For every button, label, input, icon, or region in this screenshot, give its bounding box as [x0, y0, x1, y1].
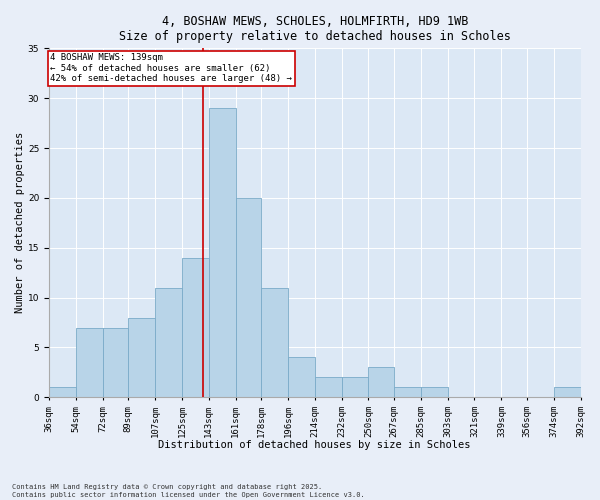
Bar — [554, 388, 581, 398]
Bar — [103, 328, 128, 398]
Y-axis label: Number of detached properties: Number of detached properties — [15, 132, 25, 314]
Bar — [76, 328, 103, 398]
Bar — [394, 388, 421, 398]
Title: 4, BOSHAW MEWS, SCHOLES, HOLMFIRTH, HD9 1WB
Size of property relative to detache: 4, BOSHAW MEWS, SCHOLES, HOLMFIRTH, HD9 … — [119, 15, 511, 43]
Bar — [236, 198, 261, 398]
Bar — [155, 288, 182, 398]
Bar — [182, 258, 209, 398]
Bar — [128, 318, 155, 398]
Text: Contains HM Land Registry data © Crown copyright and database right 2025.
Contai: Contains HM Land Registry data © Crown c… — [12, 484, 365, 498]
Bar — [421, 388, 448, 398]
Bar — [49, 388, 76, 398]
Bar — [209, 108, 236, 398]
Bar — [341, 378, 368, 398]
Bar — [368, 368, 394, 398]
Bar — [288, 358, 315, 398]
Bar — [315, 378, 341, 398]
Text: 4 BOSHAW MEWS: 139sqm
← 54% of detached houses are smaller (62)
42% of semi-deta: 4 BOSHAW MEWS: 139sqm ← 54% of detached … — [50, 54, 292, 83]
X-axis label: Distribution of detached houses by size in Scholes: Distribution of detached houses by size … — [158, 440, 471, 450]
Bar — [261, 288, 288, 398]
